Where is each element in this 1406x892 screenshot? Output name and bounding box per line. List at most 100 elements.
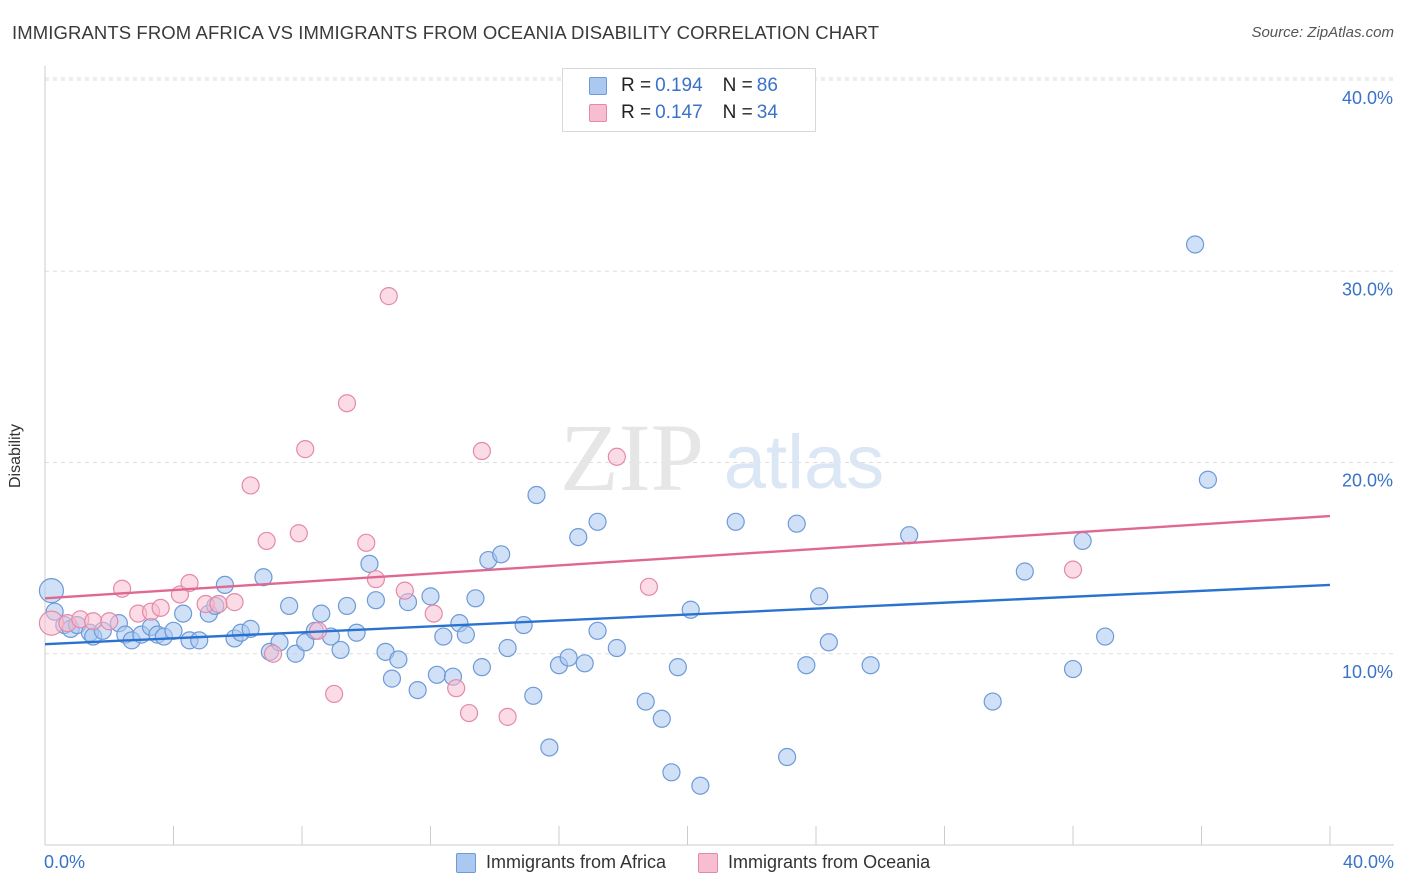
y-axis-label: Disability — [7, 423, 24, 489]
y-tick-label: 10.0% — [1342, 662, 1393, 682]
legend-row-oceania: R = 0.147 N = 34 — [589, 102, 778, 124]
oceania-point — [325, 684, 344, 704]
africa-point — [810, 587, 829, 606]
africa-point — [588, 621, 607, 640]
africa-point — [337, 596, 357, 616]
y-tick-labels: 10.0% 20.0% 30.0% 40.0% — [1342, 88, 1393, 682]
africa-point — [498, 638, 517, 658]
legend-n-value: 86 — [756, 75, 778, 96]
legend-n-label: N = — [722, 75, 753, 96]
africa-point — [331, 640, 350, 660]
watermark: ZIP atlas — [560, 404, 884, 511]
africa-point — [472, 658, 491, 677]
legend-r-value: 0.147 — [655, 102, 703, 123]
trend-lines — [44, 514, 1331, 646]
africa-point — [514, 615, 533, 635]
africa-point — [241, 619, 260, 638]
watermark-zip: ZIP — [560, 404, 704, 511]
oceania-point — [151, 598, 170, 617]
africa-point — [726, 512, 745, 531]
legend-swatch-oceania — [698, 852, 719, 873]
africa-point — [1198, 470, 1218, 489]
africa-point — [559, 648, 578, 667]
africa-point — [456, 625, 475, 644]
oceania-point — [84, 612, 103, 631]
legend-stats: R = 0.194 N = 86 R = 0.147 N = 34 — [562, 68, 816, 132]
africa-point — [312, 604, 331, 623]
africa-point — [569, 527, 588, 547]
oceania-point — [1063, 560, 1083, 579]
x-tick-label-max: 40.0% — [1342, 852, 1394, 872]
legend-n-label: N = — [722, 102, 753, 123]
africa-point — [652, 709, 671, 728]
trend-line-oceania — [44, 514, 1331, 600]
trend-line-africa — [44, 583, 1331, 646]
legend-series: Immigrants from Africa Immigrants from O… — [456, 852, 962, 873]
oceania-point — [241, 476, 260, 495]
watermark-atlas: atlas — [724, 420, 885, 505]
africa-point — [662, 763, 681, 782]
oceania-point — [257, 531, 276, 551]
africa-point — [421, 587, 440, 606]
africa-point — [366, 591, 385, 610]
legend-swatch-africa — [456, 852, 476, 873]
x-tick-label-min: 0.0% — [44, 852, 86, 872]
africa-point — [668, 658, 687, 677]
africa-point — [983, 692, 1002, 711]
africa-point — [280, 596, 299, 616]
oceania-point — [296, 440, 315, 459]
grid-lines — [45, 77, 1394, 655]
oceania-point — [337, 394, 357, 413]
series-oceania-points — [38, 287, 1083, 726]
africa-point — [215, 575, 234, 595]
africa-point — [636, 692, 655, 711]
oceania-point — [209, 594, 228, 614]
oceania-point — [498, 707, 517, 726]
oceania-point — [424, 604, 443, 623]
africa-point — [190, 631, 209, 650]
legend-swatch-africa — [589, 77, 607, 95]
africa-point — [466, 589, 485, 608]
africa-point — [527, 485, 546, 505]
africa-point — [1073, 531, 1092, 551]
africa-point — [164, 621, 183, 640]
legend-item-oceania[interactable]: Immigrants from Oceania — [698, 852, 930, 873]
legend-item-africa[interactable]: Immigrants from Africa — [456, 852, 666, 873]
africa-point — [389, 650, 408, 669]
africa-point — [524, 686, 543, 705]
legend-r-label: R = — [621, 75, 652, 96]
africa-point — [588, 512, 607, 531]
y-tick-label: 20.0% — [1342, 471, 1393, 491]
africa-point — [777, 747, 797, 767]
africa-point — [347, 623, 366, 642]
oceania-point — [289, 524, 308, 543]
africa-point — [492, 545, 511, 564]
oceania-point — [366, 570, 385, 589]
legend-label-africa: Immigrants from Africa — [486, 852, 667, 872]
oceania-point — [395, 581, 414, 600]
africa-point — [797, 656, 816, 675]
chart-title: IMMIGRANTS FROM AFRICA VS IMMIGRANTS FRO… — [12, 22, 880, 43]
y-tick-label: 30.0% — [1342, 279, 1393, 299]
y-tick-label: 40.0% — [1342, 88, 1393, 108]
africa-point — [427, 665, 447, 684]
africa-point — [607, 638, 626, 658]
legend-swatch-oceania — [589, 104, 607, 122]
africa-point — [174, 604, 193, 623]
series-africa-points — [38, 235, 1218, 795]
oceania-point — [459, 703, 479, 723]
legend-r-label: R = — [621, 102, 652, 123]
oceania-point — [379, 287, 398, 306]
africa-point — [691, 776, 710, 795]
oceania-point — [100, 612, 119, 631]
africa-point — [540, 738, 559, 757]
africa-point — [1015, 562, 1034, 581]
africa-point — [1063, 659, 1083, 679]
africa-point — [861, 656, 880, 675]
legend-n-value: 34 — [756, 102, 778, 123]
oceania-point — [225, 593, 244, 612]
africa-point — [254, 568, 273, 587]
africa-point — [819, 633, 838, 652]
africa-point — [408, 680, 427, 700]
